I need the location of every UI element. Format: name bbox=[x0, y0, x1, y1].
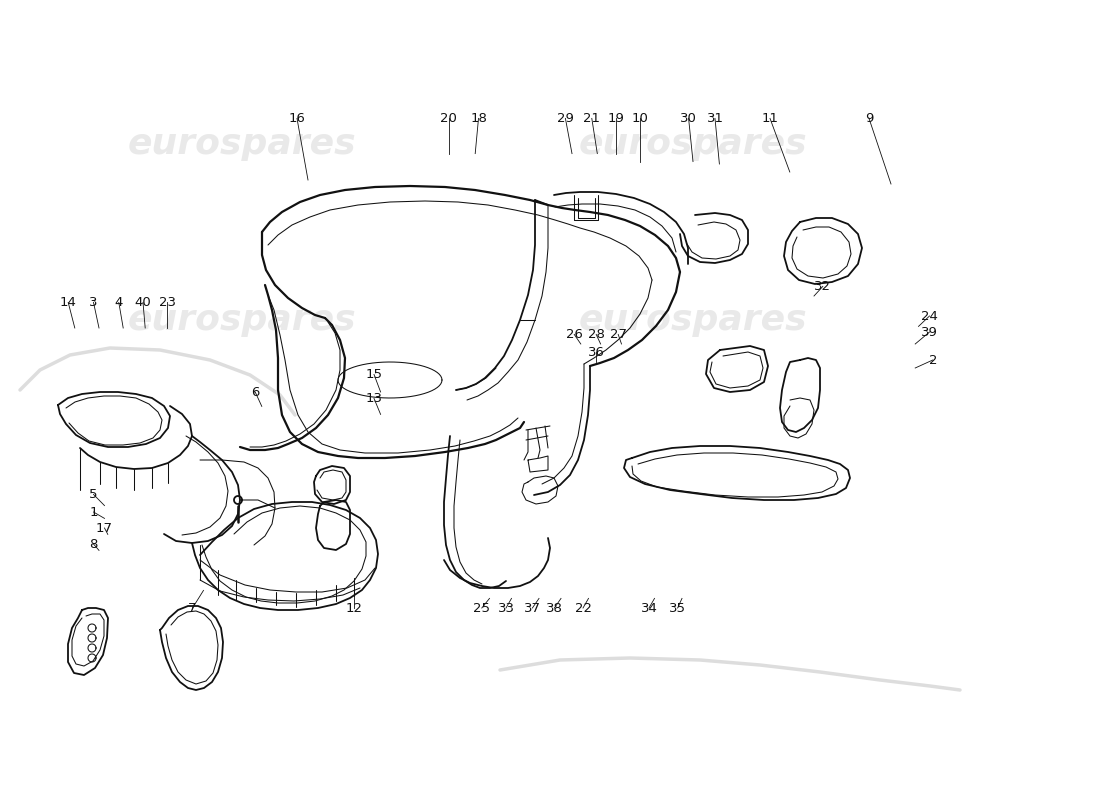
Text: 5: 5 bbox=[89, 488, 98, 501]
Text: 7: 7 bbox=[188, 602, 197, 614]
Text: 15: 15 bbox=[365, 368, 383, 381]
Text: 21: 21 bbox=[583, 112, 601, 125]
Text: 14: 14 bbox=[59, 296, 77, 309]
Text: 17: 17 bbox=[96, 522, 113, 534]
Text: eurospares: eurospares bbox=[128, 127, 356, 161]
Text: 22: 22 bbox=[574, 602, 592, 614]
Text: 12: 12 bbox=[345, 602, 363, 614]
Text: 1: 1 bbox=[89, 506, 98, 518]
Text: 33: 33 bbox=[497, 602, 515, 614]
Text: 31: 31 bbox=[706, 112, 724, 125]
Text: 38: 38 bbox=[546, 602, 563, 614]
Text: 25: 25 bbox=[473, 602, 491, 614]
Text: 27: 27 bbox=[609, 328, 627, 341]
Text: 36: 36 bbox=[587, 346, 605, 358]
Text: 16: 16 bbox=[288, 112, 306, 125]
Text: 35: 35 bbox=[669, 602, 686, 614]
Text: 30: 30 bbox=[680, 112, 697, 125]
Text: 4: 4 bbox=[114, 296, 123, 309]
Text: 23: 23 bbox=[158, 296, 176, 309]
Text: 34: 34 bbox=[640, 602, 658, 614]
Text: 26: 26 bbox=[565, 328, 583, 341]
Text: 20: 20 bbox=[440, 112, 458, 125]
Text: 3: 3 bbox=[89, 296, 98, 309]
Text: 32: 32 bbox=[814, 280, 832, 293]
Text: 28: 28 bbox=[587, 328, 605, 341]
Text: 19: 19 bbox=[607, 112, 625, 125]
Text: 18: 18 bbox=[470, 112, 487, 125]
Text: 24: 24 bbox=[921, 310, 938, 322]
Text: 10: 10 bbox=[631, 112, 649, 125]
Text: 9: 9 bbox=[865, 112, 873, 125]
Text: eurospares: eurospares bbox=[128, 303, 356, 337]
Text: 37: 37 bbox=[524, 602, 541, 614]
Text: 40: 40 bbox=[134, 296, 152, 309]
Text: eurospares: eurospares bbox=[579, 127, 807, 161]
Text: eurospares: eurospares bbox=[579, 303, 807, 337]
Text: 29: 29 bbox=[557, 112, 574, 125]
Text: 8: 8 bbox=[89, 538, 98, 550]
Text: 6: 6 bbox=[251, 386, 260, 398]
Text: 39: 39 bbox=[921, 326, 938, 338]
Text: 13: 13 bbox=[365, 392, 383, 405]
Text: 11: 11 bbox=[761, 112, 779, 125]
Text: 2: 2 bbox=[928, 354, 937, 366]
